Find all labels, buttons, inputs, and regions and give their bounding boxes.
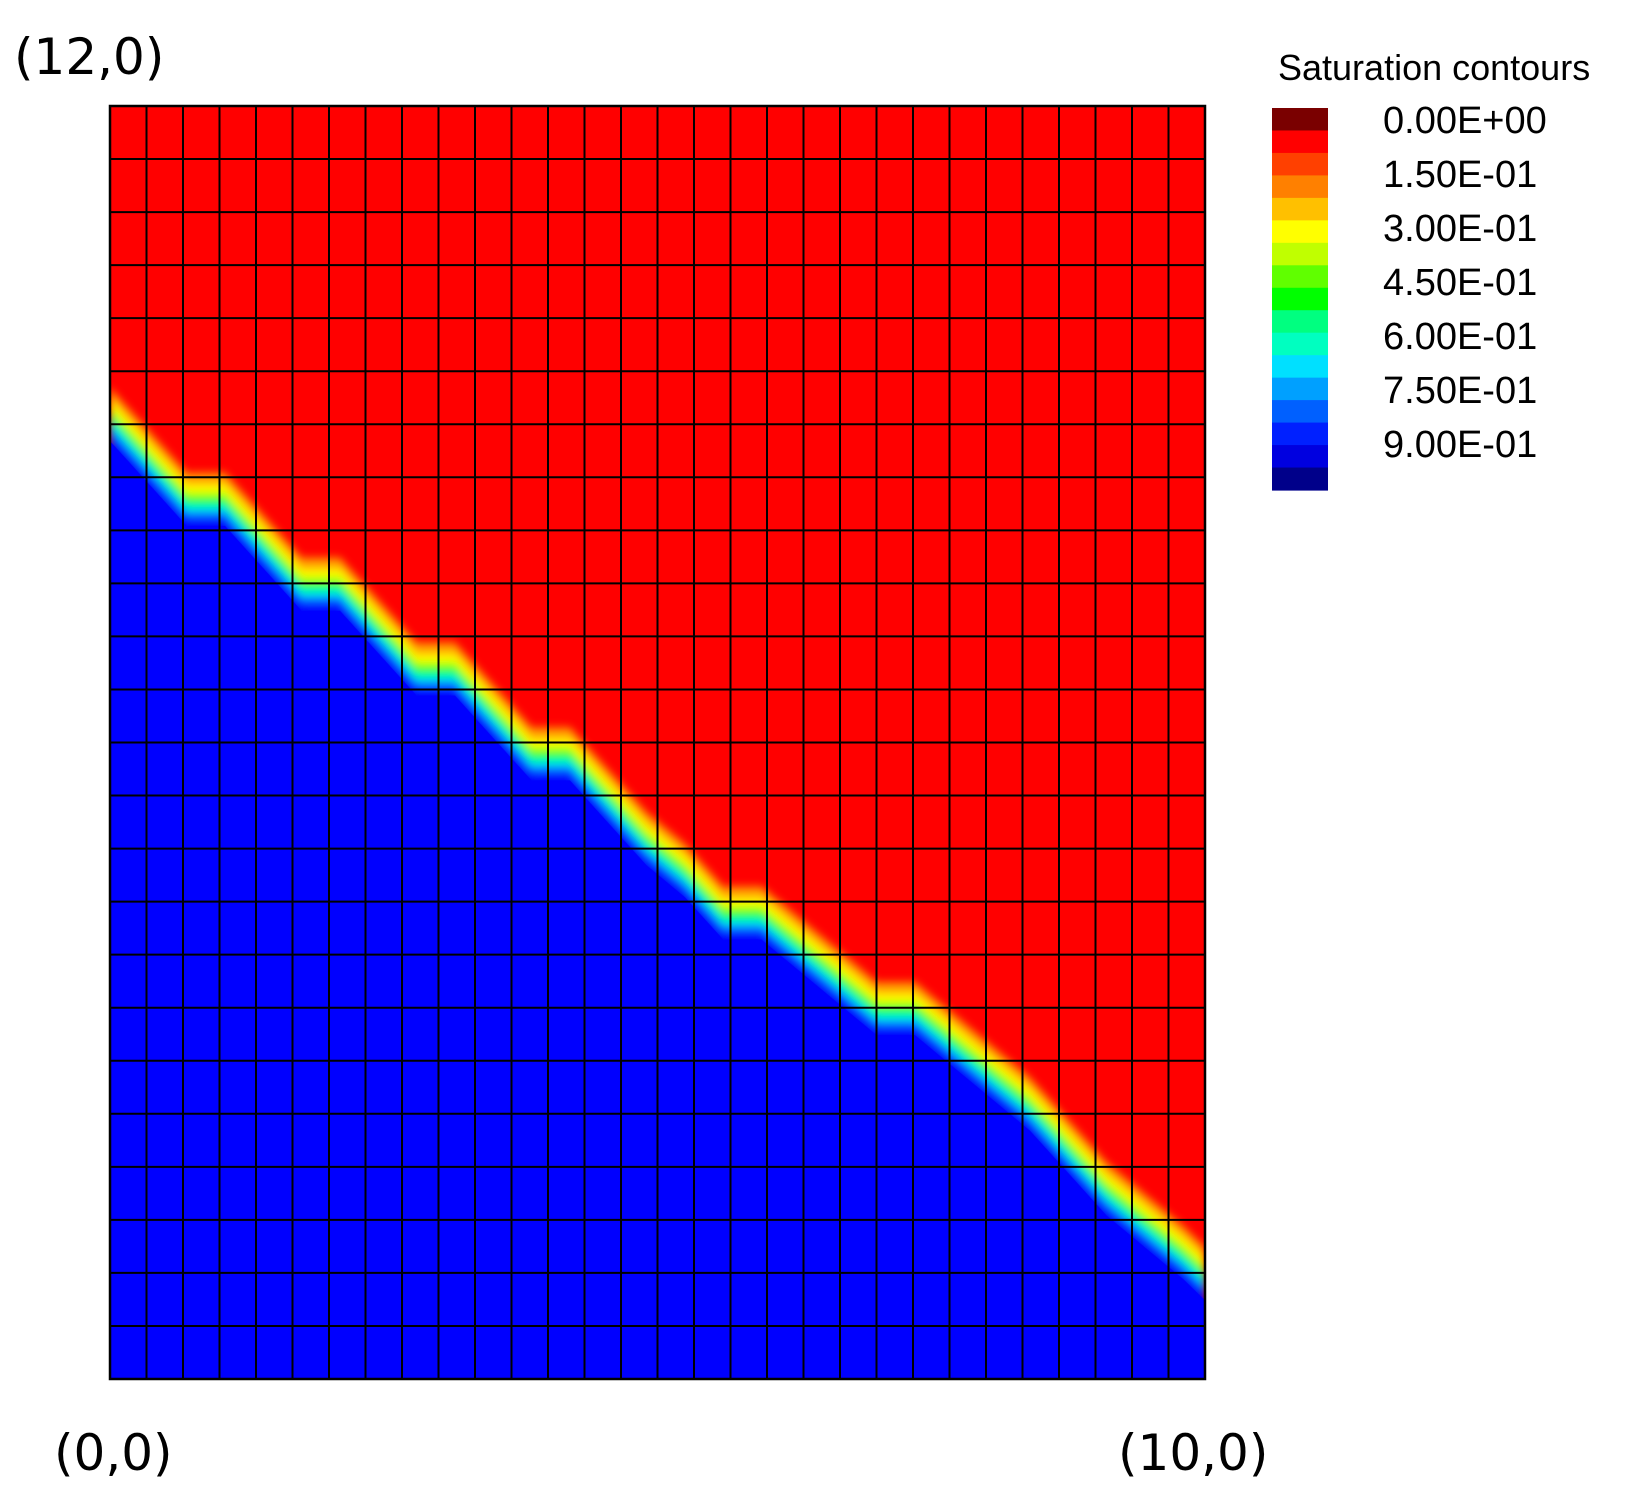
legend-swatch — [1272, 355, 1328, 379]
legend-swatch — [1272, 332, 1328, 356]
legend-tick-label: 1.50E-01 — [1383, 154, 1537, 196]
legend-tick-label: 3.00E-01 — [1383, 208, 1537, 250]
legend-swatch — [1272, 377, 1328, 401]
corner-label-bottom-right: (10,0) — [1118, 1424, 1268, 1482]
legend-colorbar — [1272, 108, 1328, 491]
legend-swatch — [1272, 152, 1328, 177]
legend-swatch — [1272, 220, 1328, 244]
legend-swatch — [1272, 108, 1328, 132]
legend-swatch — [1272, 130, 1328, 154]
mesh-grid — [110, 106, 1205, 1379]
corner-label-top-left: (12,0) — [14, 28, 164, 86]
legend-tick-label: 7.50E-01 — [1383, 370, 1537, 412]
legend-tick-label: 4.50E-01 — [1383, 262, 1537, 304]
legend-swatch — [1272, 175, 1328, 199]
legend-swatch — [1272, 445, 1328, 469]
legend-tick-label: 6.00E-01 — [1383, 316, 1537, 358]
legend-swatch — [1272, 287, 1328, 311]
legend-swatch — [1272, 400, 1328, 424]
plot-area — [108, 104, 1207, 1381]
legend-swatch — [1272, 467, 1328, 491]
legend-swatch — [1272, 242, 1328, 266]
legend-title: Saturation contours — [1278, 47, 1590, 88]
legend-swatch — [1272, 265, 1328, 289]
legend: Saturation contours 0.00E+00 1.50E-01 3.00… — [1272, 47, 1590, 491]
legend-tick-label: 0.00E+00 — [1383, 100, 1547, 142]
legend-tick-label: 9.00E-01 — [1383, 424, 1537, 466]
corner-label-bottom-left: (0,0) — [54, 1424, 173, 1482]
plot-border — [108, 104, 1207, 1381]
legend-swatch — [1272, 310, 1328, 334]
legend-tick-labels: 0.00E+00 1.50E-01 3.00E-01 4.50E-01 6.00E-01… — [1383, 100, 1547, 466]
legend-swatch — [1272, 197, 1328, 221]
legend-swatch — [1272, 422, 1328, 446]
